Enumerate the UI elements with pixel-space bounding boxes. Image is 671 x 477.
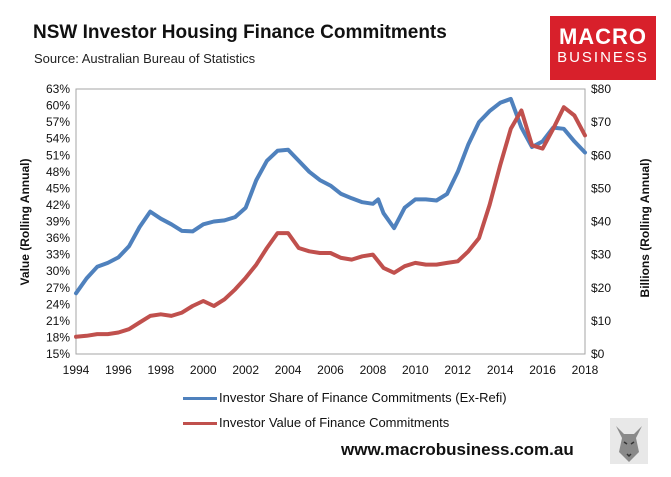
right-axis-ticks: $0 $10 $20 $30 $40 $50 $60 $70 $80 bbox=[591, 82, 611, 361]
y-tick-label-right: $60 bbox=[591, 148, 611, 162]
y-axis-label-right: Billions (Rolling Annual) bbox=[638, 159, 652, 298]
y-tick-label-left: 15% bbox=[46, 347, 70, 361]
y-tick-label-left: 42% bbox=[46, 198, 70, 212]
chart-subtitle: Source: Australian Bureau of Statistics bbox=[34, 51, 256, 66]
y-tick-label-right: $50 bbox=[591, 181, 611, 195]
y-tick-label-left: 48% bbox=[46, 165, 70, 179]
y-tick-label-right: $0 bbox=[591, 347, 605, 361]
series-line-investor-value bbox=[74, 105, 587, 339]
y-tick-label-right: $30 bbox=[591, 248, 611, 262]
logo-line-1: MACRO bbox=[558, 24, 648, 49]
website-url: www.macrobusiness.com.au bbox=[341, 440, 574, 459]
y-tick-label-left: 33% bbox=[46, 248, 70, 262]
y-tick-label-left: 36% bbox=[46, 231, 70, 245]
y-tick-label-left: 57% bbox=[46, 115, 70, 129]
y-axis-label-left: Value (Rolling Annual) bbox=[18, 159, 32, 286]
y-tick-label-left: 21% bbox=[46, 314, 70, 328]
y-tick-label-right: $40 bbox=[591, 215, 611, 229]
y-tick-label-left: 63% bbox=[46, 82, 70, 96]
y-tick-label-left: 18% bbox=[46, 330, 70, 344]
legend-swatch-share bbox=[183, 397, 217, 401]
legend-label-value: Investor Value of Finance Commitments bbox=[219, 415, 450, 430]
chart-title: NSW Investor Housing Finance Commitments bbox=[33, 22, 447, 43]
y-tick-label-left: 60% bbox=[46, 99, 70, 113]
y-tick-label-right: $20 bbox=[591, 281, 611, 295]
y-tick-label-left: 39% bbox=[46, 215, 70, 229]
x-tick-label: 1994 bbox=[63, 363, 90, 377]
x-tick-label: 2012 bbox=[444, 363, 471, 377]
x-tick-label: 2006 bbox=[317, 363, 344, 377]
x-tick-label: 1998 bbox=[147, 363, 174, 377]
legend-item-value: Investor Value of Finance Commitments bbox=[183, 415, 449, 430]
y-tick-label-left: 27% bbox=[46, 281, 70, 295]
macrobusiness-logo: MACRO BUSINESS bbox=[550, 16, 656, 80]
legend-item-share: Investor Share of Finance Commitments (E… bbox=[183, 390, 507, 405]
wolf-logo-icon bbox=[610, 418, 648, 464]
x-tick-label: 2018 bbox=[572, 363, 599, 377]
logo-line-2: BUSINESS bbox=[557, 49, 649, 66]
x-tick-label: 2000 bbox=[190, 363, 217, 377]
x-tick-label: 2002 bbox=[232, 363, 259, 377]
y-tick-label-left: 45% bbox=[46, 181, 70, 195]
y-tick-label-right: $70 bbox=[591, 115, 611, 129]
y-tick-label-right: $80 bbox=[591, 82, 611, 96]
left-axis-ticks: 15% 18% 21% 24% 27% 30% 33% 36% 39% 42% 45% 48% 51% 5… bbox=[46, 82, 70, 361]
series-line-investor-share bbox=[74, 96, 587, 296]
y-tick-label-left: 24% bbox=[46, 297, 70, 311]
x-tick-label: 2016 bbox=[529, 363, 556, 377]
x-tick-label: 2008 bbox=[360, 363, 387, 377]
y-tick-label-left: 54% bbox=[46, 132, 70, 146]
x-axis-ticks: 1994 1996 1998 2000 2002 2004 2006 2008 2010 2012… bbox=[63, 363, 599, 377]
y-tick-label-left: 30% bbox=[46, 264, 70, 278]
x-tick-label: 1996 bbox=[105, 363, 132, 377]
y-tick-label-right: $10 bbox=[591, 314, 611, 328]
x-tick-label: 2004 bbox=[275, 363, 302, 377]
legend-swatch-value bbox=[183, 422, 217, 426]
x-tick-label: 2010 bbox=[402, 363, 429, 377]
legend-label-share: Investor Share of Finance Commitments (E… bbox=[219, 390, 507, 405]
y-tick-label-left: 51% bbox=[46, 148, 70, 162]
x-tick-label: 2014 bbox=[487, 363, 514, 377]
plot-area bbox=[75, 88, 586, 355]
